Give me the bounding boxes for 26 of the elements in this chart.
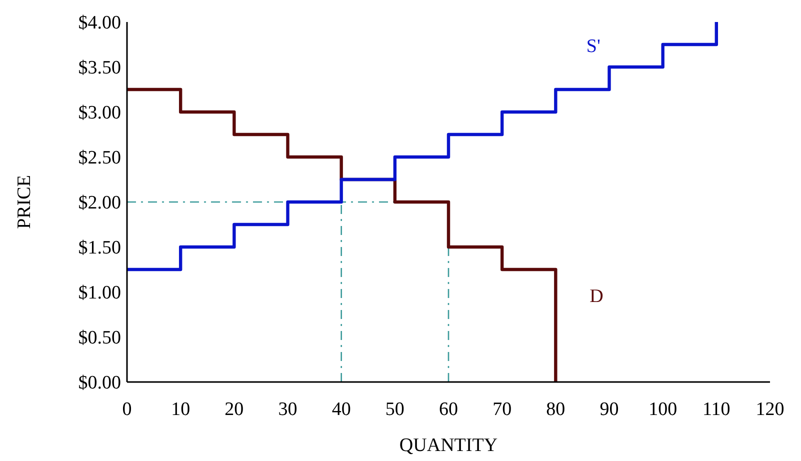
y-axis-title: PRICE <box>14 175 35 229</box>
y-tick-label: $0.50 <box>78 328 121 349</box>
x-tick-label: 40 <box>332 399 351 420</box>
x-tick-label: 70 <box>492 399 512 420</box>
x-tick-label: 80 <box>546 399 566 420</box>
series-label: S' <box>586 36 600 57</box>
y-tick-label: $1.50 <box>78 238 121 259</box>
x-tick-label: 20 <box>224 399 244 420</box>
y-tick-label: $1.00 <box>78 282 121 304</box>
x-tick-label: 120 <box>756 399 784 420</box>
x-axis-title: QUANTITY <box>399 435 498 456</box>
y-tick-label: $2.50 <box>78 148 121 169</box>
x-tick-label: 0 <box>122 399 132 420</box>
x-tick-label: 50 <box>385 399 404 420</box>
x-tick-label: 30 <box>278 399 298 420</box>
series-label: D <box>590 286 604 307</box>
y-tick-label: $4.00 <box>78 12 121 34</box>
y-tick-label: $0.00 <box>78 372 121 394</box>
x-tick-label: 60 <box>439 399 458 420</box>
y-tick-label: $3.00 <box>78 102 121 124</box>
y-tick-label: $3.50 <box>78 58 121 79</box>
y-tick-label: $2.00 <box>78 192 121 214</box>
x-tick-label: 100 <box>648 399 678 420</box>
x-tick-label: 110 <box>702 399 730 420</box>
x-tick-label: 90 <box>600 399 619 420</box>
x-tick-label: 10 <box>171 399 190 420</box>
